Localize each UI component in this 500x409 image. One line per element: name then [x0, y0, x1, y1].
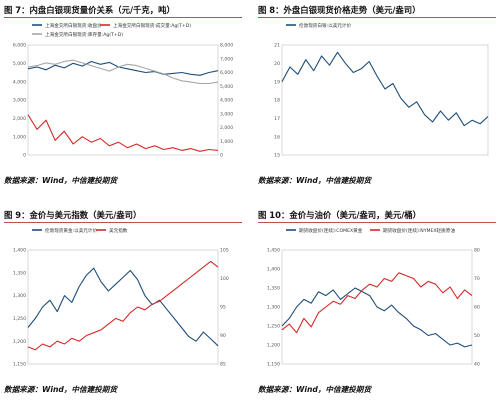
y2-tick-label: 40: [474, 362, 480, 368]
y2-tick-label: 105: [220, 248, 229, 254]
y2-tick-label: 85: [220, 362, 226, 368]
legend-label: 伦敦现货黄金:以美元计价: [45, 227, 97, 234]
y-tick-label: 1,250: [13, 316, 26, 322]
y-tick-label: 1,350: [267, 286, 280, 292]
y-tick-label: 1,200: [267, 343, 280, 349]
y2-tick-label: 1,000: [220, 139, 233, 145]
figure-title: 图 9：金价与美元指数（美元/盎司）: [4, 210, 142, 220]
title-rule: [4, 17, 242, 18]
series-line: [281, 51, 489, 127]
figure-title: 图 7：内盘白银现货量价关系（元/千克，吨）: [4, 5, 175, 15]
y-tick-label: 1,350: [13, 270, 26, 276]
y-tick-label: 2,000: [13, 116, 26, 122]
y2-tick-label: 4,000: [220, 98, 233, 104]
y2-tick-label: 50: [474, 333, 480, 339]
legend: 伦敦现货白银:以美元计价: [286, 22, 351, 29]
y-tick-label: 16: [274, 134, 280, 140]
y-tick-label: 1,150: [13, 362, 26, 368]
plot-area: [27, 44, 219, 156]
figure-title: 图 8：外盘白银现货价格走势（美元/盎司）: [258, 5, 421, 15]
series-line: [27, 60, 219, 76]
y2-tick-label: 8,000: [220, 43, 233, 49]
y-tick-label: 0: [23, 153, 26, 159]
series-line: [27, 267, 219, 347]
y-tick-label: 4,000: [13, 79, 26, 85]
series-line: [27, 260, 219, 351]
series-line: [281, 272, 473, 334]
y-tick-label: 1,200: [13, 339, 26, 345]
legend-label: 美元指数: [109, 227, 128, 234]
plot-area: [27, 249, 219, 365]
legend: 上海金交所白银现货:收盘价 上海金交所白银现货:成交量:Ag(T+D) 上海金交所白…: [32, 22, 191, 38]
y2-tick-label: 70: [474, 276, 480, 282]
y-tick-label: 1,150: [267, 362, 280, 368]
y2-tick-label: 5,000: [220, 84, 233, 90]
figure-title: 图 10：金价与油价（美元/盎司，美元/桶）: [258, 210, 422, 220]
y2-tick-label: 80: [474, 248, 480, 254]
plot-area: [281, 44, 489, 156]
title-rule: [4, 222, 242, 223]
series-line: [27, 114, 219, 152]
legend-label: 上海金交所白银现货:成交量:Ag(T+D): [113, 22, 191, 29]
data-source: 数据来源：Wind，中信建投期货: [258, 176, 371, 185]
y2-tick-label: 0: [220, 153, 223, 159]
data-source: 数据来源：Wind，中信建投期货: [4, 385, 117, 394]
y2-tick-label: 7,000: [220, 56, 233, 62]
y-tick-label: 1,300: [267, 305, 280, 311]
y-tick-label: 5,000: [13, 61, 26, 67]
legend: 伦敦现货黄金:以美元计价 美元指数: [32, 227, 128, 234]
chart-silver-london: 伦敦现货白银:以美元计价 15 16 17 18 19 20 21: [274, 22, 489, 159]
y2-tick-label: 95: [220, 305, 226, 311]
y2-tick-label: 2,000: [220, 125, 233, 131]
y2-tick-label: 100: [220, 276, 229, 282]
legend: 期货收盘价(连续):COMEX黄金 期货收盘价(连续):NYMEX轻质原油: [286, 227, 455, 234]
y-tick-label: 20: [274, 61, 280, 67]
legend-label: 期货收盘价(连续):NYMEX轻质原油: [383, 227, 455, 234]
chart-gold-usd: 伦敦现货黄金:以美元计价 美元指数 1,150 1,200 1,250 1,300 1,35…: [13, 227, 229, 368]
y-tick-label: 3,000: [13, 98, 26, 104]
y-tick-label: 1,450: [267, 248, 280, 254]
y-tick-label: 19: [274, 79, 280, 85]
chart-gold-oil: 期货收盘价(连续):COMEX黄金 期货收盘价(连续):NYMEX轻质原油 1,15…: [267, 227, 480, 368]
legend-label: 上海金交所白银现货:库存量:Ag(T+D): [45, 31, 123, 38]
y-tick-label: 1,000: [13, 134, 26, 140]
y2-tick-label: 6,000: [220, 70, 233, 76]
legend-label: 期货收盘价(连续):COMEX黄金: [299, 227, 363, 234]
y-tick-label: 1,400: [13, 248, 26, 254]
y-tick-label: 1,300: [13, 293, 26, 299]
y-tick-label: 18: [274, 98, 280, 104]
y-tick-label: 21: [274, 43, 280, 49]
series-line: [27, 59, 219, 85]
y-tick-label: 17: [274, 116, 280, 122]
y2-tick-label: 60: [474, 305, 480, 311]
data-source: 数据来源：Wind，中信建投期货: [258, 385, 371, 394]
legend-label: 伦敦现货白银:以美元计价: [299, 22, 351, 29]
title-rule: [258, 222, 496, 223]
data-source: 数据来源：Wind，中信建投期货: [4, 176, 117, 185]
series-line: [281, 287, 473, 348]
y2-tick-label: 3,000: [220, 111, 233, 117]
chart-silver-domestic: 上海金交所白银现货:收盘价 上海金交所白银现货:成交量:Ag(T+D) 上海金交所白…: [13, 22, 233, 159]
y-tick-label: 1,400: [267, 267, 280, 273]
y2-tick-label: 90: [220, 333, 226, 339]
y-tick-label: 1,250: [267, 324, 280, 330]
title-rule: [258, 17, 496, 18]
y-tick-label: 6,000: [13, 43, 26, 49]
plot-area: [281, 249, 473, 365]
y-tick-label: 15: [274, 153, 280, 159]
legend-label: 上海金交所白银现货:收盘价: [45, 22, 102, 29]
